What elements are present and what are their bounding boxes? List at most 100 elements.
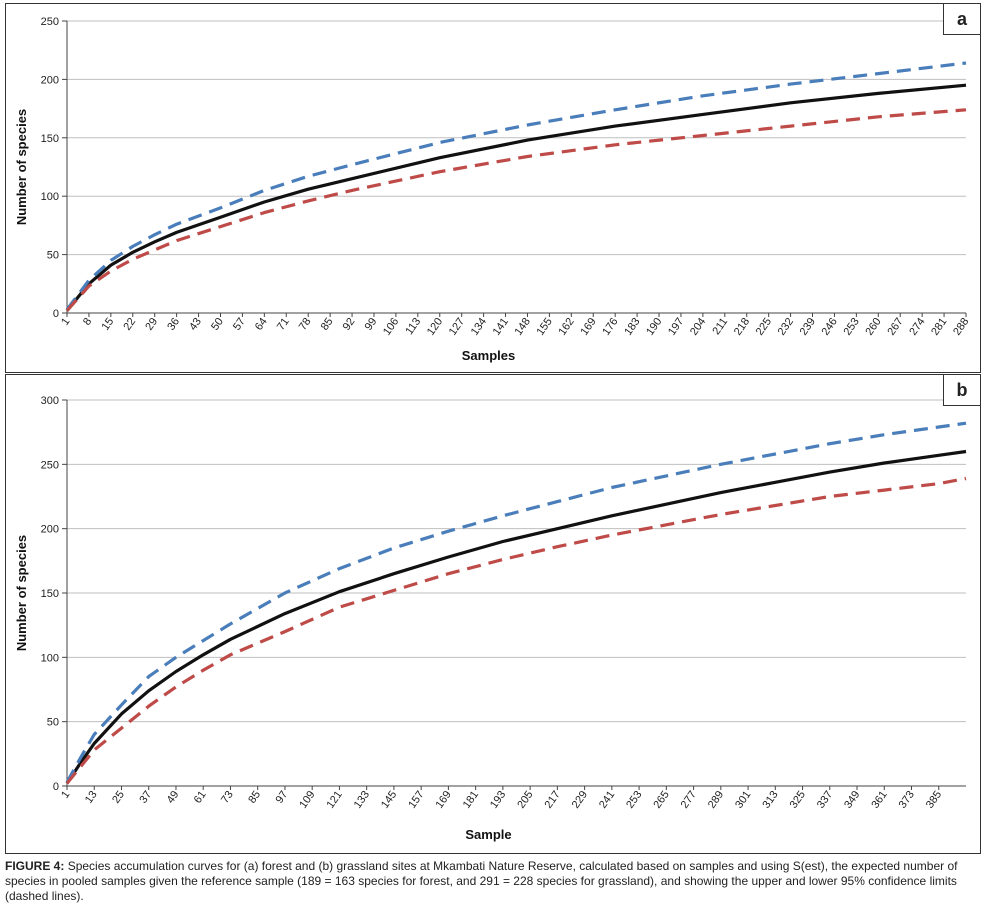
x-tick-label: 145	[379, 789, 399, 811]
x-tick-label: 99	[363, 316, 380, 333]
y-tick-label: 100	[41, 191, 59, 203]
y-tick-label: 300	[41, 395, 59, 407]
y-tick-label: 50	[47, 717, 59, 729]
x-tick-label: 8	[81, 316, 94, 328]
series-line-lower-95-ci	[65, 108, 967, 312]
x-tick-label: 43	[187, 316, 204, 333]
x-tick-label: 246	[820, 316, 840, 338]
x-tick-label: 225	[754, 316, 774, 338]
caption-label: FIGURE 4:	[5, 859, 65, 873]
x-tick-label: 121	[325, 789, 345, 811]
chart-b: 0 50 100 150 200 250 300 1 13 25 37 49 61 73 85 97 109 12…	[14, 395, 967, 842]
x-tick-label: 133	[352, 789, 372, 811]
x-tick-label: 239	[798, 316, 818, 338]
y-axis-title: Number of species	[14, 109, 29, 225]
x-tick-label: 229	[570, 789, 590, 811]
x-tick-label: 281	[929, 316, 949, 338]
x-tick-label: 113	[403, 316, 423, 337]
caption-text: Species accumulation curves for (a) fore…	[5, 859, 958, 903]
x-tick-label: 141	[491, 316, 511, 338]
y-tick-label: 150	[41, 133, 59, 145]
x-tick-label: 325	[788, 789, 808, 811]
x-tick-label: 155	[534, 316, 554, 338]
x-tick-label: 37	[137, 789, 154, 806]
x-tick-label: 1	[59, 789, 72, 801]
series-line-upper-95-ci	[65, 421, 967, 783]
x-tick-label: 277	[679, 789, 699, 811]
x-tick-label: 241	[597, 789, 617, 811]
x-tick-label: 148	[513, 316, 533, 338]
x-tick-label: 301	[733, 789, 753, 811]
x-axis-title: Samples	[462, 348, 515, 363]
x-tick-label: 373	[897, 789, 917, 811]
x-tick-label: 169	[578, 316, 598, 338]
x-tick-label: 157	[406, 789, 426, 811]
x-tick-label: 183	[622, 316, 642, 338]
x-tick-label: 57	[231, 316, 248, 333]
series-line-lower-95-ci	[65, 476, 967, 785]
panel-label-a: a	[943, 4, 980, 35]
x-tick-label: 64	[253, 316, 270, 333]
x-tick-label: 29	[143, 316, 160, 333]
x-tick-label: 73	[219, 789, 236, 806]
x-tick-label: 49	[165, 789, 182, 806]
chart-panel-b: 0 50 100 150 200 250 300 1 13 25 37 49 61 73 85 97 109 12…	[5, 374, 981, 854]
x-tick-label: 169	[433, 789, 453, 811]
x-tick-label: 204	[688, 316, 708, 338]
x-tick-label: 253	[624, 789, 644, 811]
x-tick-label: 197	[666, 316, 686, 338]
x-tick-label: 265	[651, 789, 671, 811]
x-tick-label: 176	[600, 316, 620, 338]
panel-label-b: b	[943, 375, 980, 406]
y-tick-label: 250	[41, 16, 59, 28]
x-tick-label: 36	[165, 316, 182, 333]
series-line-upper-95-ci	[65, 61, 967, 311]
x-tick-label: 385	[924, 789, 944, 811]
y-tick-label: 100	[41, 652, 59, 664]
x-tick-label: 78	[297, 316, 314, 333]
x-tick-label: 181	[461, 789, 481, 811]
series-line-observed	[65, 449, 967, 785]
x-tick-label: 337	[815, 789, 835, 811]
x-tick-label: 85	[319, 316, 336, 333]
chart-a: 0 50 100 150 200 250 1 8 15 22 29 36 43 50 57 64 71 78 85 9…	[14, 16, 971, 363]
x-tick-label: 120	[425, 316, 445, 338]
x-tick-label: 61	[192, 789, 209, 806]
x-tick-label: 71	[275, 316, 292, 333]
x-tick-label: 106	[381, 316, 401, 338]
y-tick-label: 150	[41, 588, 59, 600]
y-tick-label: 200	[41, 524, 59, 536]
x-tick-label: 162	[556, 316, 576, 338]
x-tick-label: 13	[83, 789, 100, 806]
x-tick-label: 274	[907, 316, 927, 338]
x-tick-label: 92	[341, 316, 358, 333]
x-tick-label: 134	[469, 316, 489, 338]
x-tick-label: 218	[732, 316, 752, 338]
x-tick-label: 267	[885, 316, 905, 338]
x-tick-label: 217	[542, 789, 562, 811]
y-tick-label: 0	[53, 308, 59, 320]
x-tick-label: 289	[706, 789, 726, 811]
chart-panel-a: 0 50 100 150 200 250 1 8 15 22 29 36 43 50 57 64 71 78 85 9…	[5, 3, 981, 373]
x-tick-label: 127	[447, 316, 467, 338]
x-tick-label: 50	[209, 316, 226, 333]
x-tick-label: 193	[488, 789, 508, 811]
x-tick-label: 1	[59, 316, 72, 328]
x-tick-label: 349	[842, 789, 862, 811]
series-line-observed	[65, 83, 967, 312]
x-tick-label: 25	[110, 789, 127, 806]
x-tick-label: 15	[99, 316, 116, 333]
x-tick-label: 22	[121, 316, 138, 333]
y-tick-label: 250	[41, 459, 59, 471]
x-tick-label: 260	[863, 316, 883, 338]
y-tick-label: 50	[47, 250, 59, 262]
x-tick-label: 211	[710, 316, 730, 337]
y-axis-title: Number of species	[14, 535, 29, 651]
y-tick-label: 200	[41, 74, 59, 86]
x-tick-label: 232	[776, 316, 796, 338]
x-tick-label: 109	[297, 789, 317, 811]
x-tick-label: 361	[869, 789, 889, 811]
y-tick-label: 0	[53, 781, 59, 793]
x-tick-label: 205	[515, 789, 535, 811]
x-tick-label: 288	[951, 316, 971, 338]
